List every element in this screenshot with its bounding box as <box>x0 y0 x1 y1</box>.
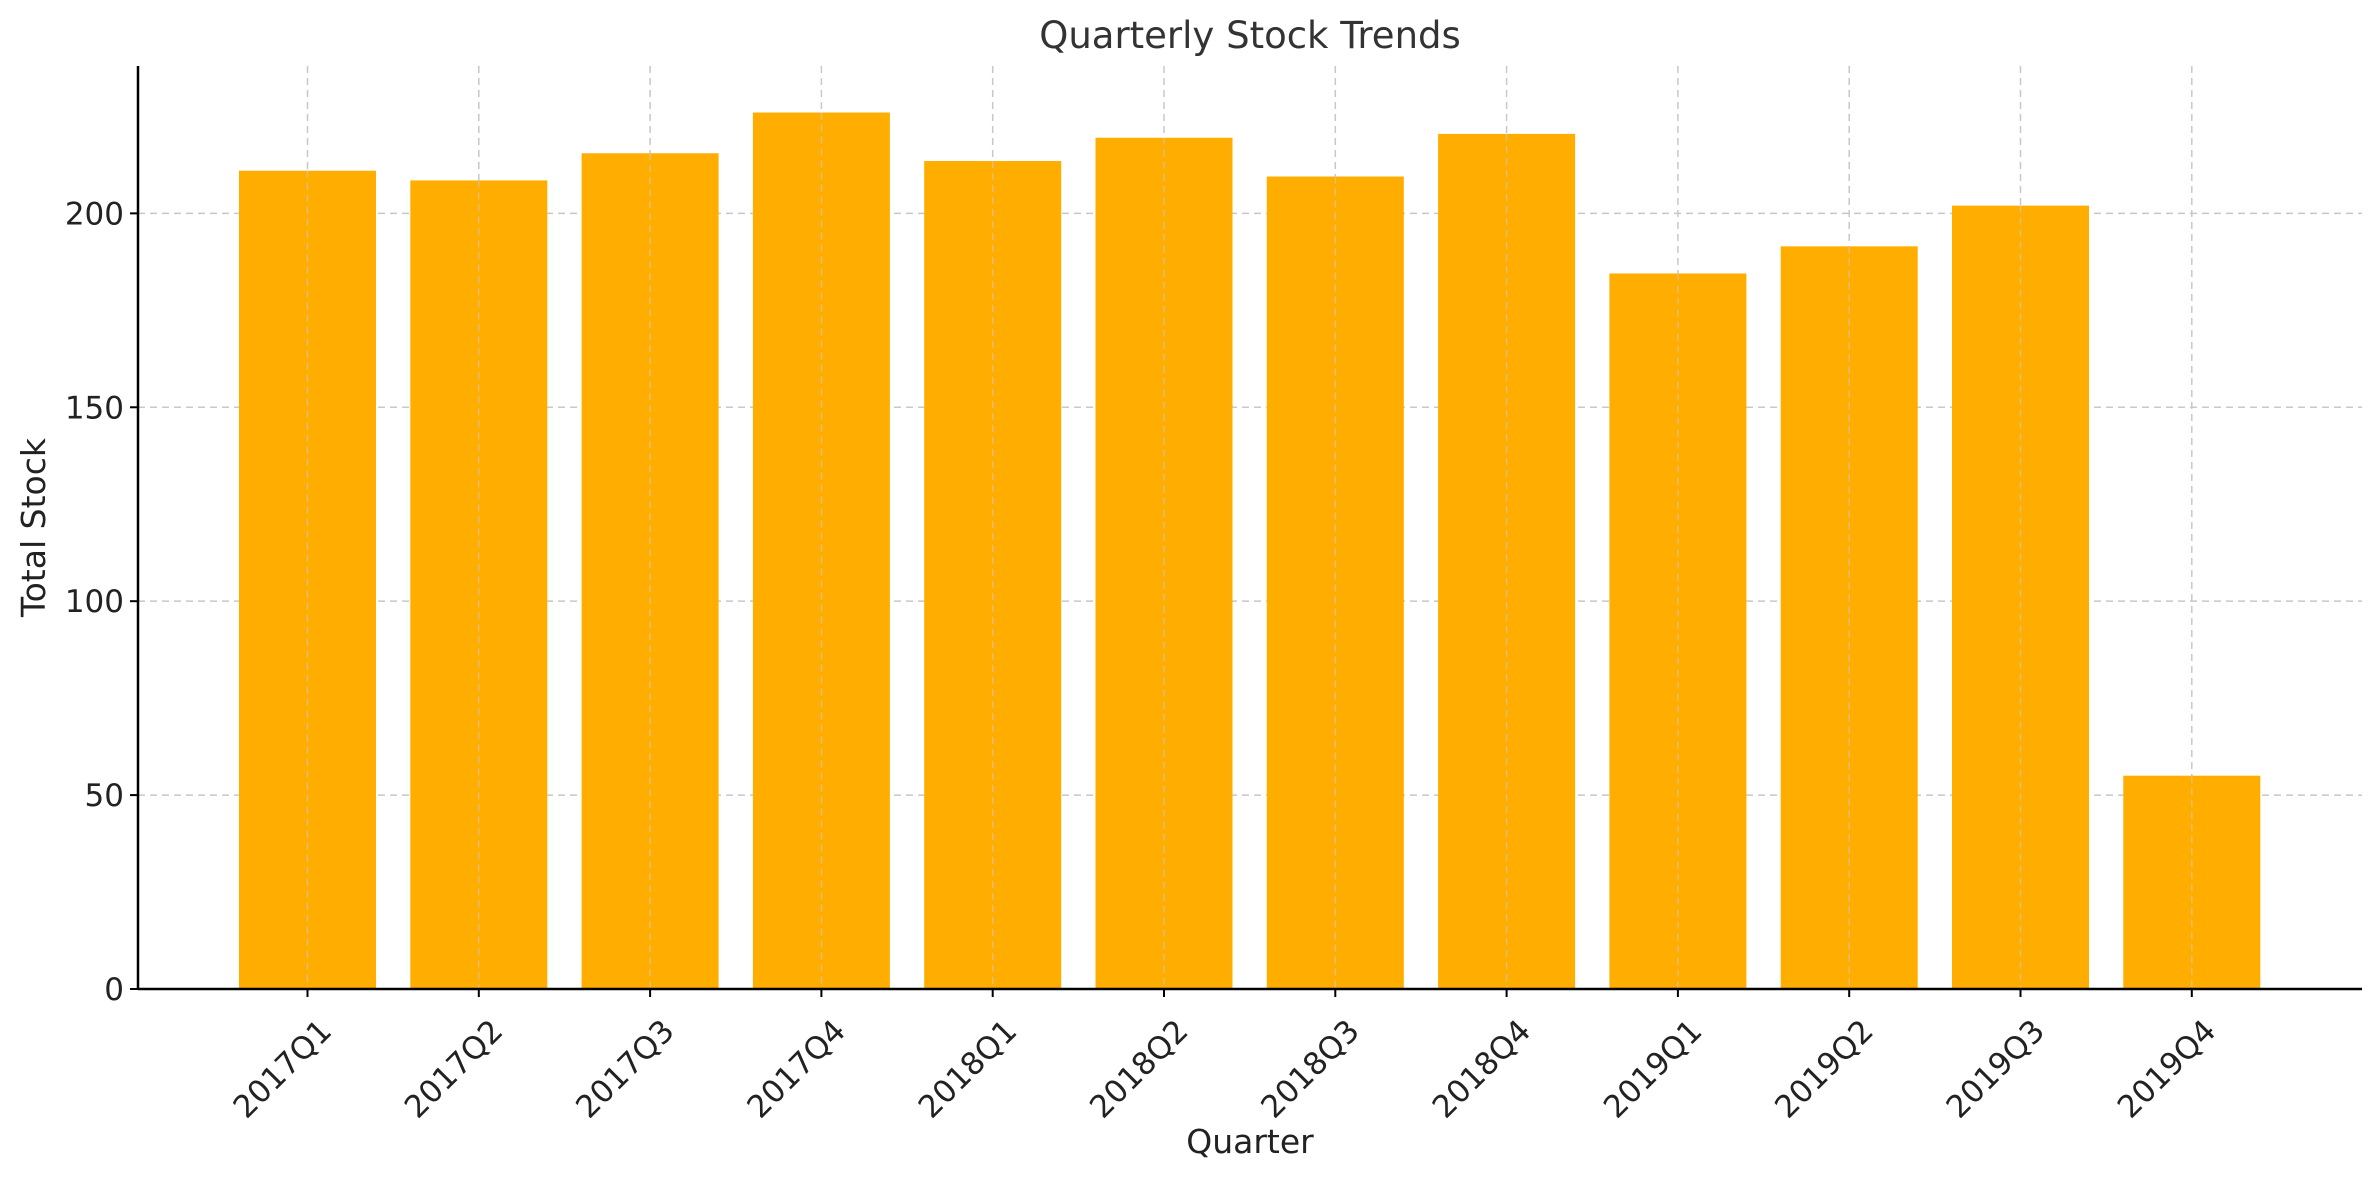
y-tick-label: 150 <box>65 390 124 426</box>
bar <box>2123 775 2261 989</box>
y-tick-label: 50 <box>85 778 124 814</box>
x-tick-label: 2019Q3 <box>1940 1013 2052 1125</box>
y-tick-label: 100 <box>65 584 124 620</box>
x-tick-label: 2017Q2 <box>398 1013 510 1125</box>
y-tick-labels: 0 50 100 150 200 <box>65 196 138 1008</box>
x-axis-label: Quarter <box>1186 1122 1314 1161</box>
x-tick-label: 2019Q1 <box>1597 1013 1709 1125</box>
x-tick-label: 2019Q4 <box>2111 1013 2223 1125</box>
x-tick-label: 2017Q3 <box>569 1013 681 1125</box>
x-tick-label: 2019Q2 <box>1768 1013 1880 1125</box>
x-tick-labels: 2017Q1 2017Q2 2017Q3 2017Q4 2018Q1 2018Q2 2018… <box>227 989 2223 1125</box>
y-axis-label: Total Stock <box>14 437 53 618</box>
chart-title: Quarterly Stock Trends <box>1039 14 1461 57</box>
x-tick-label: 2017Q4 <box>740 1013 852 1125</box>
bar <box>1609 273 1747 989</box>
bars <box>239 112 2261 990</box>
x-tick-label: 2018Q2 <box>1083 1013 1195 1125</box>
axes <box>136 66 2362 991</box>
y-tick-label: 200 <box>65 196 124 232</box>
y-tick-label: 0 <box>104 972 124 1008</box>
x-tick-label: 2018Q3 <box>1254 1013 1366 1125</box>
x-tick-label: 2018Q1 <box>912 1013 1024 1125</box>
x-tick-label: 2017Q1 <box>227 1013 339 1125</box>
x-tick-label: 2018Q4 <box>1426 1013 1538 1125</box>
